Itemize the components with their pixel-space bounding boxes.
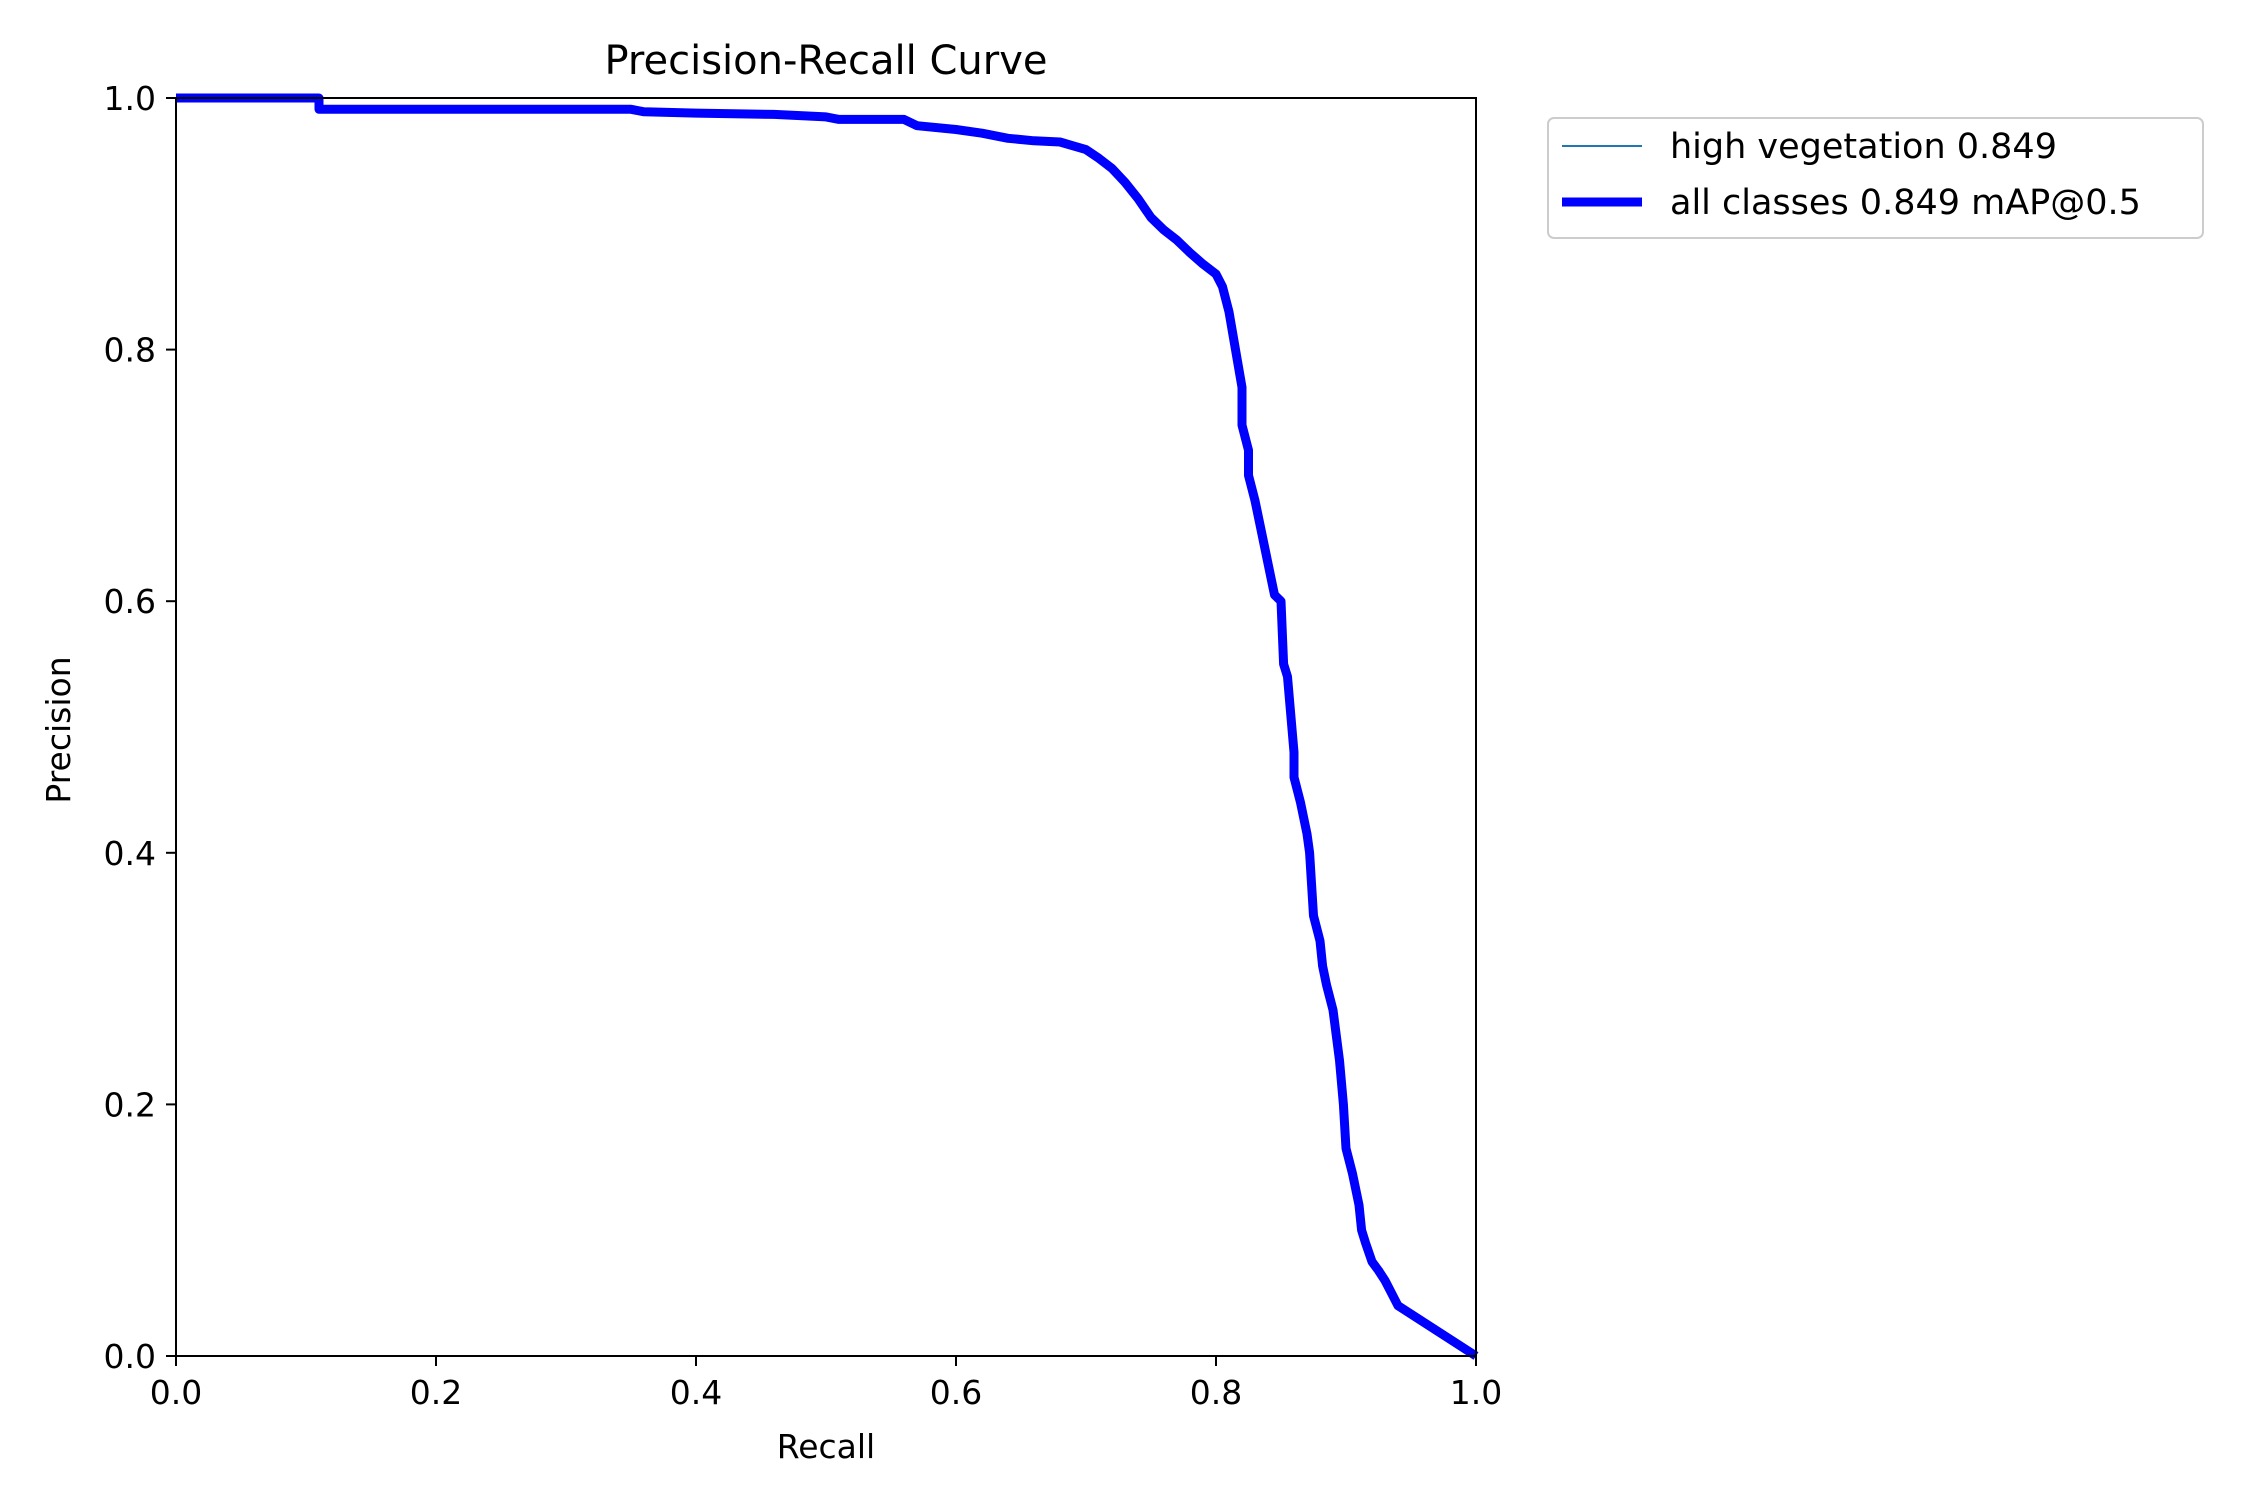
y-tick-label: 0.6	[104, 582, 156, 621]
legend: high vegetation 0.849 all classes 0.849 …	[1547, 117, 2204, 239]
y-tick-label: 0.0	[104, 1337, 156, 1376]
x-tick-label: 0.4	[670, 1373, 722, 1412]
plot-frame	[175, 97, 1477, 1357]
plot-background	[176, 98, 1476, 1356]
legend-label-high-vegetation: high vegetation 0.849	[1670, 127, 2057, 167]
y-tick-label: 1.0	[104, 79, 156, 118]
legend-label-all-classes: all classes 0.849 mAP@0.5	[1670, 183, 2141, 223]
chart-title: Precision-Recall Curve	[605, 38, 1048, 84]
plot-area	[175, 93, 1479, 1360]
x-axis-label: Recall	[777, 1427, 875, 1466]
x-tick-label: 1.0	[1450, 1373, 1502, 1412]
legend-frame	[1547, 117, 2204, 239]
x-tick-label: 0.0	[150, 1373, 202, 1412]
y-tick-label: 0.2	[104, 1085, 156, 1124]
y-axis-ticks: 0.0 0.2 0.4 0.6 0.8 1.0	[104, 79, 176, 1376]
y-tick-label: 0.8	[104, 331, 156, 370]
x-tick-label: 0.8	[1190, 1373, 1242, 1412]
series-line-all-classes	[176, 93, 1479, 1360]
y-axis-label: Precision	[39, 656, 78, 803]
x-tick-label: 0.2	[410, 1373, 462, 1412]
y-tick-label: 0.4	[104, 834, 156, 873]
series-layer	[176, 93, 1479, 1360]
x-axis-ticks: 0.0 0.2 0.4 0.6 0.8 1.0	[150, 1356, 1502, 1412]
x-tick-label: 0.6	[930, 1373, 982, 1412]
